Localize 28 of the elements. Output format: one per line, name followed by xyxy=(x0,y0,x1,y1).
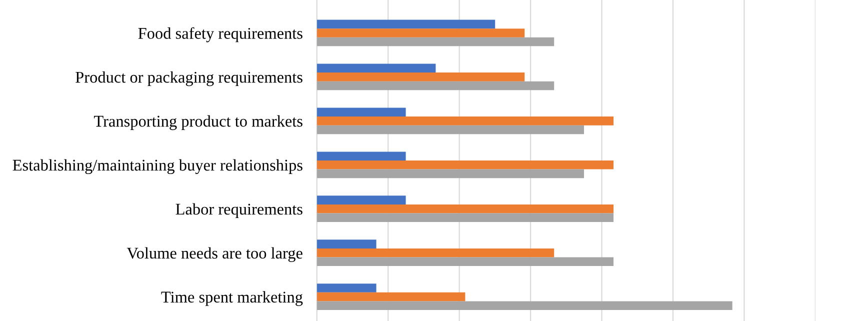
bar xyxy=(316,204,614,214)
y-tick-label: Time spent marketing xyxy=(161,291,303,306)
y-tick-label: Volume needs are too large xyxy=(126,247,302,262)
bar xyxy=(316,248,554,258)
bar xyxy=(316,292,466,302)
bar xyxy=(316,213,614,222)
bar xyxy=(316,257,614,266)
bar xyxy=(316,116,614,126)
bar xyxy=(316,108,406,117)
bar xyxy=(316,240,376,248)
bar xyxy=(316,284,376,292)
bar xyxy=(316,64,436,73)
y-tick-label: Transporting product to markets xyxy=(94,115,302,130)
y-tick-label: Labor requirements xyxy=(176,203,302,218)
bar xyxy=(316,72,525,82)
y-tick-label: Establishing/maintaining buyer relationships xyxy=(12,159,302,174)
bar xyxy=(316,152,406,160)
bar xyxy=(316,160,614,170)
bar xyxy=(316,196,406,204)
y-tick-label: Product or packaging requirements xyxy=(76,71,302,86)
y-tick-label: Food safety requirements xyxy=(138,27,302,42)
bar xyxy=(316,20,496,29)
bar xyxy=(316,37,554,46)
bar xyxy=(316,81,554,90)
bar xyxy=(316,301,732,310)
bar xyxy=(316,125,584,134)
bar xyxy=(316,169,584,178)
bar xyxy=(316,28,525,38)
